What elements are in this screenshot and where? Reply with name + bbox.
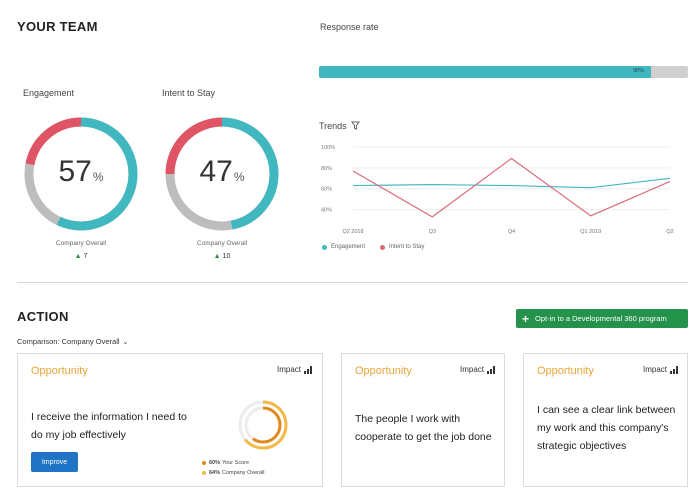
engagement-value: 57%: [58, 155, 104, 188]
trend-up-icon: ▲: [74, 253, 82, 260]
team-section-title: YOUR TEAM: [17, 19, 98, 34]
series-line-engagement: [352, 177, 671, 189]
impact-indicator: Impact: [460, 365, 495, 374]
x-tick-label: Q2: [666, 229, 673, 235]
opportunity-title: Opportunity: [537, 365, 594, 377]
trends-title: Trends: [319, 121, 347, 131]
section-divider: [17, 282, 688, 283]
engagement-donut-company-arc: [24, 117, 138, 231]
series-line-intent-to-stay: [352, 157, 671, 218]
x-tick-label: Q4: [508, 229, 515, 235]
y-tick-label: 100%: [321, 145, 335, 151]
intent-donut: [165, 117, 279, 231]
engagement-delta: ▲ 7: [74, 253, 88, 260]
y-tick-label: 40%: [321, 208, 332, 214]
score-ring: [238, 400, 288, 450]
impact-bars-icon: [670, 365, 678, 374]
legend-swatch: [202, 461, 206, 465]
engagement-donut: [24, 117, 138, 231]
intent-delta: ▲ 10: [213, 253, 231, 260]
engagement-label: Engagement: [23, 88, 75, 98]
opt-in-360-button[interactable]: + Opt-in to a Developmental 360 program: [516, 309, 688, 328]
action-section-title: ACTION: [17, 309, 69, 324]
engagement-company-label: Company Overall: [55, 240, 107, 247]
response-rate-value: 90%: [633, 68, 645, 74]
trend-up-icon: ▲: [213, 253, 221, 260]
legend-swatch: [380, 244, 385, 250]
response-rate-bar: 90%: [319, 66, 688, 78]
trends-legend-engagement: Engagement: [322, 244, 365, 250]
engagement-donut-score-arc: [24, 117, 138, 231]
opt-in-360-label: Opt-in to a Developmental 360 program: [535, 314, 667, 323]
opportunity-statement: The people I work with cooperate to get …: [355, 413, 492, 443]
x-tick-label: Q3: [429, 229, 436, 235]
opportunity-card-2: Opportunity Impact The people I work wit…: [341, 353, 505, 487]
opportunity-statement: I receive the information I need to do m…: [31, 411, 187, 441]
legend-swatch: [202, 471, 206, 475]
impact-bars-icon: [487, 365, 495, 374]
x-tick-label: Q2 2018: [342, 229, 363, 235]
company-score-arc: [238, 400, 288, 450]
impact-indicator: Impact: [277, 365, 312, 374]
opportunity-card-1: Opportunity Impact I receive the informa…: [17, 353, 323, 487]
legend-swatch: [322, 244, 327, 250]
y-tick-label: 80%: [321, 166, 332, 172]
trends-chart: 100% 80% 60% 40% Q2 2018 Q3 Q4 Q1 2019 Q2: [321, 145, 674, 235]
intent-donut-score-arc: [165, 117, 279, 231]
chevron-down-icon: ⌄: [122, 339, 129, 346]
your-score-legend: 60% Your Score: [202, 460, 249, 466]
plus-icon: +: [522, 311, 530, 326]
company-score-legend: 64% Company Overall: [202, 470, 265, 476]
intent-value: 47%: [199, 155, 245, 188]
opportunity-title: Opportunity: [31, 365, 88, 377]
impact-indicator: Impact: [643, 365, 678, 374]
trends-legend-intent: Intent to Stay: [380, 244, 424, 250]
intent-label: Intent to Stay: [162, 88, 216, 98]
improve-button[interactable]: Improve: [31, 452, 78, 472]
filter-icon[interactable]: [351, 121, 360, 130]
x-tick-label: Q1 2019: [580, 229, 601, 235]
your-score-arc: [244, 406, 282, 444]
comparison-dropdown[interactable]: Comparison: Company Overall ⌄: [17, 337, 129, 346]
response-rate-fill: [319, 66, 652, 78]
y-tick-label: 60%: [321, 187, 332, 193]
response-rate-title: Response rate: [320, 22, 379, 32]
opportunity-card-3: Opportunity Impact I can see a clear lin…: [523, 353, 688, 487]
intent-company-label: Company Overall: [196, 240, 248, 247]
impact-bars-icon: [304, 365, 312, 374]
opportunity-statement: I can see a clear link between my work a…: [537, 404, 676, 452]
opportunity-title: Opportunity: [355, 365, 412, 377]
